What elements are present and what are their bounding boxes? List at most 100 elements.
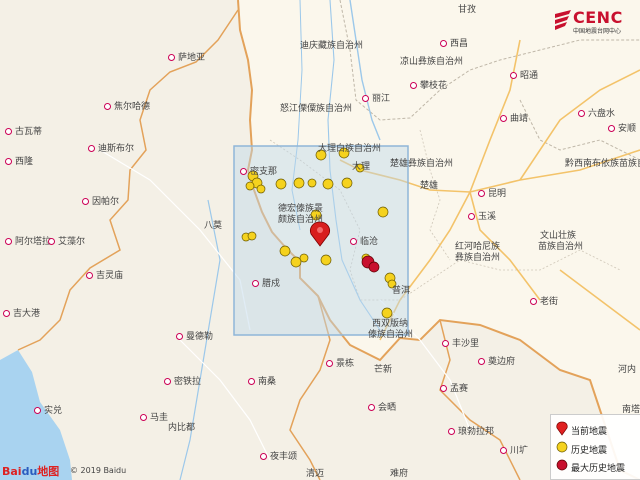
hist-eq-24[interactable]	[381, 307, 393, 319]
place-label: 黔西南布依族苗族自治州	[565, 159, 640, 169]
place-label: 迪庆藏族自治州	[300, 41, 364, 51]
place-label: 实兑	[34, 407, 62, 416]
place-label: 密支那	[240, 168, 277, 177]
place-label: 玉溪	[468, 213, 496, 222]
place-label: 苗族自治州	[538, 242, 584, 252]
city-dot-icon	[164, 378, 171, 385]
place-label: 南塔	[622, 405, 640, 415]
place-label: 老街	[530, 298, 558, 307]
river-jinsha	[349, 0, 381, 141]
place-label: 内比都	[168, 423, 196, 433]
hist-eq-1[interactable]	[315, 149, 327, 161]
place-label: 大理	[352, 162, 371, 172]
hist-eq-13[interactable]	[377, 206, 389, 218]
hist-eq-6[interactable]	[245, 181, 255, 191]
hist-eq-3[interactable]	[355, 163, 365, 173]
place-label: 川圹	[500, 447, 528, 456]
place-label: 彝族自治州	[455, 253, 501, 263]
province-border-east	[519, 99, 640, 161]
west-border	[17, 9, 239, 351]
city-dot-icon	[252, 280, 259, 287]
city-dot-icon	[82, 198, 89, 205]
city-dot-icon	[478, 190, 485, 197]
place-label: 南桑	[248, 378, 276, 387]
hist-eq-16[interactable]	[247, 231, 257, 241]
river-lancang	[327, 0, 381, 331]
city-dot-icon	[168, 54, 175, 61]
place-label: 景栋	[326, 360, 354, 369]
place-label: 迪斯布尔	[88, 145, 134, 154]
city-dot-icon	[442, 340, 449, 347]
place-label: 难府	[390, 469, 409, 479]
river-irrawaddy	[179, 199, 221, 480]
place-label: 芒新	[374, 365, 393, 375]
city-dot-icon	[410, 82, 417, 89]
max-hist-eq-2[interactable]	[368, 261, 380, 273]
place-label: 阿尔塔拉	[5, 238, 51, 247]
hist-eq-20[interactable]	[320, 254, 332, 266]
baidu-logo: Baidu地图	[2, 465, 60, 478]
place-label: 西昌	[440, 40, 468, 49]
place-label: 西隆	[5, 158, 33, 167]
max-historical-earthquakes	[361, 255, 380, 273]
city-dot-icon	[5, 238, 12, 245]
city-dot-icon	[240, 168, 247, 175]
place-label: 萨地亚	[168, 54, 205, 63]
prefecture-borders	[269, 139, 621, 301]
river-nu	[291, 0, 303, 231]
hist-eq-2[interactable]	[338, 147, 350, 159]
city-dot-icon	[34, 407, 41, 414]
place-label: 西双版纳	[372, 319, 409, 329]
place-label: 文山壮族	[540, 231, 577, 241]
city-dot-icon	[3, 310, 10, 317]
hist-eq-18[interactable]	[290, 256, 302, 268]
hist-eq-23[interactable]	[387, 279, 397, 289]
hist-eq-11[interactable]	[322, 178, 334, 190]
place-label: 安顺	[608, 125, 636, 134]
city-dot-icon	[500, 447, 507, 454]
historical-eq-legend-icon	[556, 441, 568, 453]
legend: 当前地震 历史地震 最大历史地震	[550, 414, 640, 480]
place-label: 曼德勒	[176, 333, 213, 342]
place-label: 琅勃拉邦	[448, 428, 494, 437]
legend-max-historical-label: 最大历史地震	[571, 464, 626, 474]
hist-eq-7[interactable]	[256, 184, 266, 194]
place-label: 密铁拉	[164, 378, 201, 387]
place-label: 大理白族自治州	[318, 144, 382, 154]
laos-border	[439, 319, 521, 480]
city-dot-icon	[260, 453, 267, 460]
hist-eq-9[interactable]	[293, 177, 305, 189]
place-label: 吉大港	[3, 310, 40, 319]
hist-eq-10[interactable]	[307, 178, 317, 188]
place-label: 孟赛	[440, 385, 468, 394]
place-label: 吉灵庙	[86, 272, 123, 281]
copyright-text: © 2019 Baidu	[70, 466, 127, 475]
city-dot-icon	[350, 238, 357, 245]
place-label: 攀枝花	[410, 82, 447, 91]
city-dot-icon	[368, 404, 375, 411]
hist-eq-14[interactable]	[310, 209, 322, 221]
place-label: 颇族自治州	[278, 215, 324, 225]
hist-eq-19[interactable]	[299, 253, 309, 263]
current-eq-legend-icon	[556, 421, 568, 436]
place-label: 夜丰颂	[260, 453, 297, 462]
hist-eq-8[interactable]	[275, 178, 287, 190]
city-dot-icon	[88, 145, 95, 152]
current-earthquake-marker[interactable]	[310, 221, 330, 247]
china-region	[238, 0, 640, 480]
place-label: 普洱	[392, 286, 411, 296]
place-label: 焦尔哈德	[104, 103, 150, 112]
city-dot-icon	[578, 110, 585, 117]
sea-water	[0, 350, 72, 480]
city-dot-icon	[362, 95, 369, 102]
roads	[339, 39, 640, 341]
hist-eq-12[interactable]	[341, 177, 353, 189]
historical-earthquakes	[241, 147, 397, 319]
hist-eq-17[interactable]	[279, 245, 291, 257]
city-dot-icon	[440, 385, 447, 392]
place-label: 德宏傣族景	[278, 204, 324, 214]
city-dot-icon	[5, 128, 12, 135]
place-label: 清迈	[306, 469, 325, 479]
place-label: 凉山彝族自治州	[400, 57, 464, 67]
